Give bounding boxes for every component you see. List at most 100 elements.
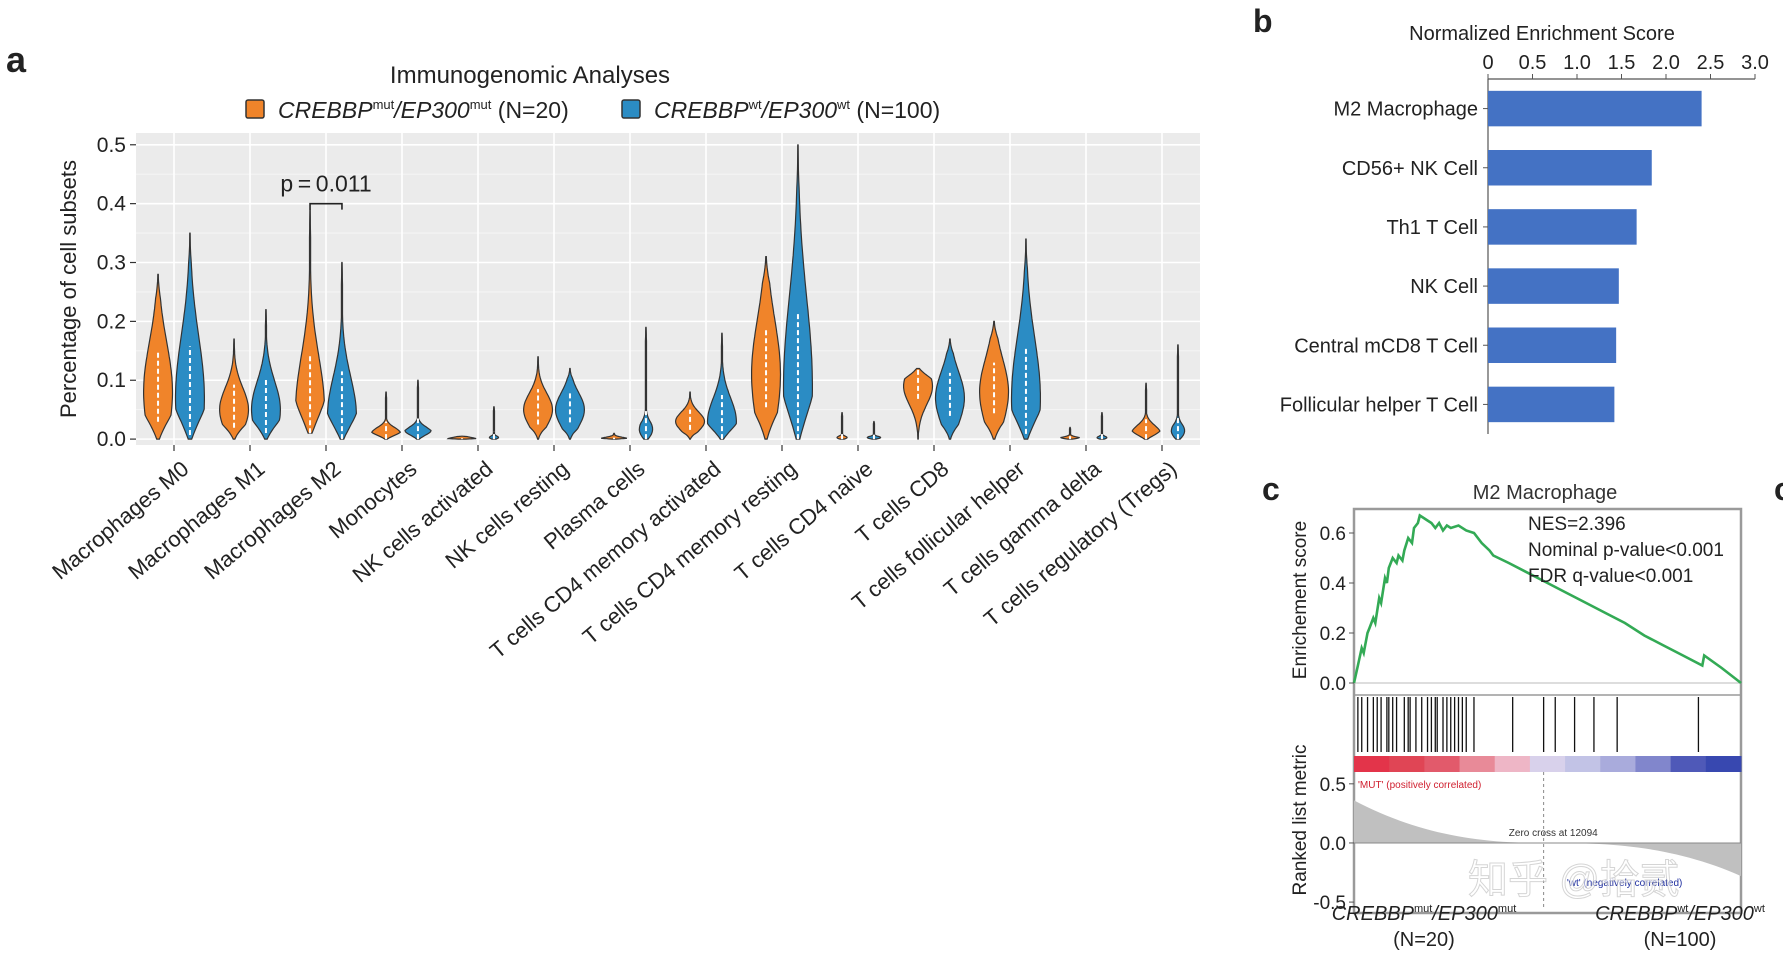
heat-cell — [1389, 756, 1425, 772]
gsea-stat: FDR q-value<0.001 — [1528, 566, 1693, 587]
heat-cell — [1529, 756, 1566, 772]
gsea-stat: Nominal p-value<0.001 — [1528, 540, 1724, 561]
violin-y-axis: 0.0 0.1 0.2 0.3 0.4 0.5 Percentage of cell sub… — [56, 134, 136, 451]
violin-mut — [836, 412, 848, 440]
violin-mut — [446, 435, 477, 440]
y-tick-label: 0.5 — [97, 134, 126, 157]
violin-wt — [1010, 238, 1041, 440]
legend-label-wt: CREBBPwt/EP300wt (N=100) — [654, 97, 940, 123]
x-tick-label: Macrophages M1 — [123, 456, 269, 584]
x-tick-label: Macrophages M2 — [199, 456, 345, 584]
violin-wt — [326, 261, 358, 440]
panel-label-c: c — [1262, 471, 1280, 507]
violin-wt — [1096, 412, 1108, 440]
metric-y-tick-label: 0.5 — [1320, 775, 1346, 796]
nes-x-axis: 0 0.5 1.0 1.5 2.0 2.5 3.0 — [1482, 52, 1769, 434]
violin-wt — [706, 332, 738, 440]
violin-chart: Immunogenomic Analyses CREBBPmut/EP300mu… — [47, 62, 1200, 663]
nes-bar — [1488, 386, 1615, 423]
es-y-tick-label: 0.6 — [1320, 524, 1346, 545]
legend-label-mut: CREBBPmut/EP300mut (N=20) — [278, 97, 569, 123]
nes-category-label: NK Cell — [1410, 276, 1478, 298]
es-y-tick-label: 0.2 — [1320, 624, 1346, 645]
violin-mut — [218, 338, 250, 440]
es-y-axis-label: Enrichement score — [1290, 521, 1311, 679]
nes-category-label: M2 Macrophage — [1333, 99, 1478, 121]
heat-cell — [1635, 756, 1672, 772]
heat-cell — [1705, 756, 1742, 772]
metric-y-axis-label: Ranked list metric — [1290, 745, 1311, 896]
nes-bar — [1488, 209, 1637, 245]
nes-category-label: Th1 T Cell — [1386, 217, 1478, 239]
violin-mut — [600, 432, 628, 440]
heat-cell — [1670, 756, 1707, 772]
nes-x-tick-label: 0.5 — [1519, 52, 1547, 74]
nes-bar — [1488, 150, 1652, 186]
gsea-frame — [1352, 507, 1743, 915]
violin-wt — [488, 406, 500, 440]
violin-mut — [371, 391, 402, 440]
rank-heat-strip — [1354, 756, 1742, 772]
es-y-tick-label: 0.4 — [1320, 574, 1347, 595]
gene-hit-ticks — [1357, 697, 1700, 752]
x-tick-label: Macrophages M0 — [47, 456, 193, 584]
x-left-group-n: (N=20) — [1393, 929, 1455, 951]
x-right-group-label: CREBBPwt/EP300wt — [1595, 903, 1765, 925]
nes-bar — [1488, 268, 1619, 304]
significance-bracket — [309, 202, 343, 210]
x-tick-label: NK cells activated — [347, 456, 497, 588]
y-tick-label: 0.2 — [97, 310, 126, 333]
heat-cell — [1354, 756, 1390, 772]
y-axis-label: Percentage of cell subsets — [56, 160, 81, 418]
nes-x-tick-label: 1.0 — [1563, 52, 1591, 74]
y-tick-label: 0.0 — [97, 428, 126, 451]
nes-bar — [1488, 90, 1702, 127]
zero-cross-label: Zero cross at 12094 — [1509, 828, 1598, 839]
y-tick-label: 0.4 — [97, 193, 127, 216]
nes-category-label: Central mCD8 T Cell — [1294, 335, 1478, 357]
violin-wt — [1170, 344, 1186, 440]
violin-chart-title: Immunogenomic Analyses — [390, 62, 670, 89]
heat-cell — [1565, 756, 1601, 772]
enrichment-score-curve: NES=2.396 Nominal p-value<0.001 FDR q-valu… — [1352, 513, 1742, 685]
nes-x-tick-label: 3.0 — [1741, 52, 1769, 74]
nes-category-label: Follicular helper T Cell — [1280, 394, 1478, 416]
positive-correlated-label: 'MUT' (positively correlated) — [1358, 780, 1481, 791]
violin-wt — [638, 326, 654, 440]
y-tick-label: 0.1 — [97, 369, 126, 392]
violin-wt — [782, 144, 813, 440]
metric-area — [1354, 800, 1741, 877]
violin-mut — [1131, 382, 1161, 440]
violin-mut — [1060, 426, 1081, 440]
heat-cell — [1494, 756, 1531, 772]
legend-swatch-wt — [621, 99, 641, 119]
nes-x-tick-label: 0 — [1482, 52, 1493, 74]
es-y-tick-label: 0.0 — [1320, 674, 1346, 695]
significance-annotation: p = 0.011 — [280, 171, 372, 210]
x-tick-label: T cells CD4 naive — [730, 456, 878, 586]
violin-legend: CREBBPmut/EP300mut (N=20) CREBBPwt/EP300w… — [245, 97, 940, 123]
ranked-list-metric: 'MUT' (positively correlated) Zero cross … — [1354, 772, 1741, 908]
gsea-axes: 0.0 0.2 0.4 0.6 Enrichement score 0.5 0.0 -0.5R… — [1290, 521, 1765, 951]
violin-marks — [143, 144, 1186, 440]
es-line — [1352, 513, 1742, 685]
heat-cell — [1424, 756, 1461, 772]
heat-cell — [1600, 756, 1636, 772]
y-tick-label: 0.3 — [97, 252, 126, 275]
nes-x-tick-label: 2.0 — [1652, 52, 1680, 74]
violin-mut — [903, 367, 934, 440]
nes-bar — [1488, 327, 1617, 363]
nes-bar-chart-title: Normalized Enrichment Score — [1409, 23, 1675, 45]
negative-correlated-label: 'wt' (negatively correlated) — [1567, 878, 1683, 889]
nes-category-label: CD56+ NK Cell — [1342, 158, 1478, 180]
legend-swatch-mut — [245, 99, 265, 119]
nes-bars: M2 Macrophage CD56+ NK Cell Th1 T Cell NK C… — [1280, 90, 1702, 423]
x-right-group-n: (N=100) — [1644, 929, 1717, 951]
watermark: 知乎 @拾贰 — [1468, 858, 1680, 902]
metric-y-tick-label: 0.0 — [1320, 834, 1346, 855]
nes-bar-chart: Normalized Enrichment Score 0 0.5 1.0 1.5 2.… — [1280, 23, 1769, 434]
violin-wt — [250, 309, 282, 440]
violin-wt — [866, 420, 882, 440]
